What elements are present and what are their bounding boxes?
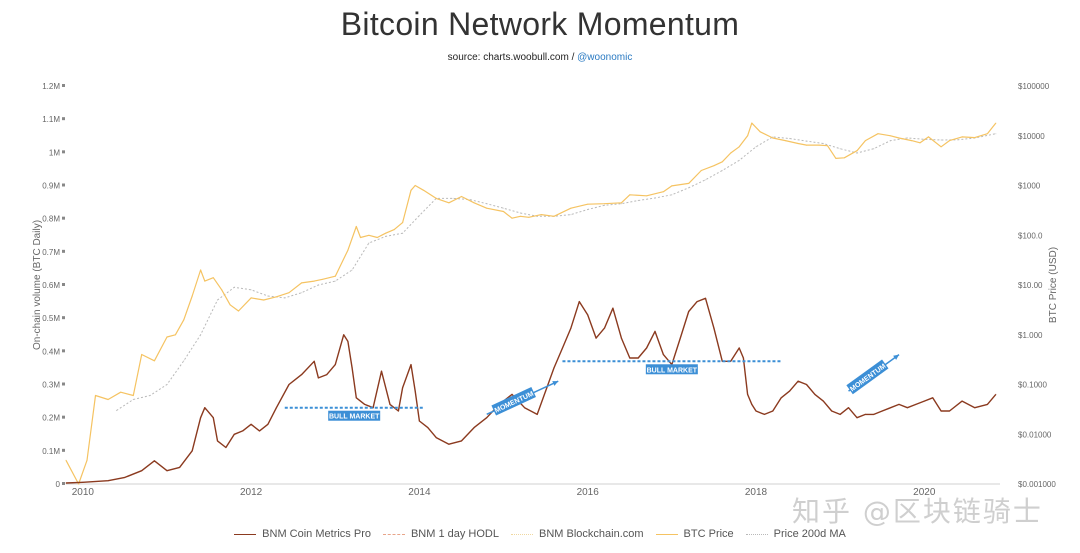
y-left-tick-label: 0.6M: [42, 281, 60, 290]
y-right-tick-label: $100.0: [1018, 231, 1043, 240]
y-right-tick-label: $100000: [1018, 82, 1050, 91]
price-200d-ma-point: [335, 281, 336, 282]
x-tick-label: 2016: [577, 487, 600, 498]
legend-swatch: [511, 534, 533, 535]
legend-label: BNM Coin Metrics Pro: [262, 528, 371, 540]
y-left-tick-label: 1.2M: [42, 82, 60, 91]
y-left-tick-mark: [62, 84, 65, 87]
y-left-tick-label: 0.4M: [42, 347, 60, 356]
btc-price-line: [66, 123, 996, 484]
y-left-tick-mark: [62, 117, 65, 120]
y-left-tick-label: 0.1M: [42, 447, 60, 456]
price-200d-ma-point: [453, 198, 454, 199]
y-left-tick-label: 0.7M: [42, 248, 60, 257]
legend-label: BNM Blockchain.com: [539, 528, 644, 540]
bull-market-label: BULL MARKET: [647, 367, 698, 374]
momentum-label: MOMENTUM: [849, 363, 887, 393]
y-left-tick-mark: [62, 349, 65, 352]
y-left-tick-mark: [62, 217, 65, 220]
bull-market-label: BULL MARKET: [329, 414, 380, 421]
y-left-axis-title: On-chain volume (BTC Daily): [32, 220, 43, 350]
legend-swatch: [746, 534, 768, 535]
price-200d-ma-point: [995, 133, 996, 134]
legend-swatch: [234, 534, 256, 535]
y-right-tick-label: $1.000: [1018, 331, 1043, 340]
y-right-axis-title: BTC Price (USD): [1048, 247, 1059, 323]
legend-item[interactable]: Price 200d MA: [746, 528, 846, 540]
y-right-tick-label: $10000: [1018, 132, 1045, 141]
x-tick-label: 2014: [408, 487, 431, 498]
momentum-chart: 0 0.1M 0.2M 0.3M 0.4M 0.5M 0.6M 0.7M 0.8M 0.9M 1M 1…: [0, 0, 1080, 553]
legend-swatch: [383, 534, 405, 535]
y-right-tick-label: $0.001000: [1018, 480, 1056, 489]
y-left-tick-label: 0.8M: [42, 215, 60, 224]
price-200d-ma-point: [503, 208, 504, 209]
y-left-tick-label: 0.5M: [42, 314, 60, 323]
y-right-tick-label: $0.1000: [1018, 381, 1047, 390]
y-left-tick-label: 0.3M: [42, 381, 60, 390]
legend-item[interactable]: BNM Coin Metrics Pro: [234, 528, 371, 540]
momentum-badge: MOMENTUM: [846, 360, 888, 395]
legend-swatch: [656, 534, 678, 535]
chart-legend: BNM Coin Metrics Pro BNM 1 day HODL BNM Bl…: [0, 528, 1080, 540]
y-right-tick-label: $0.01000: [1018, 430, 1052, 439]
y-left-tick-label: 0: [56, 480, 61, 489]
price-200d-ma-point: [352, 269, 353, 270]
y-left-tick-mark: [62, 150, 65, 153]
x-tick-label: 2010: [72, 487, 95, 498]
y-right-tick-label: $10.00: [1018, 281, 1043, 290]
price-200d-ma-line: [117, 134, 996, 411]
legend-label: BNM 1 day HODL: [411, 528, 499, 540]
price-200d-ma-point: [301, 292, 302, 293]
y-left-tick-mark: [62, 482, 65, 485]
x-tick-label: 2018: [745, 487, 768, 498]
momentum-badge: MOMENTUM: [491, 387, 536, 415]
legend-item[interactable]: BNM Blockchain.com: [511, 528, 644, 540]
y-left-tick-label: 0.9M: [42, 182, 60, 191]
y-left-tick-mark: [62, 449, 65, 452]
legend-item[interactable]: BNM 1 day HODL: [383, 528, 499, 540]
chart-series: [65, 123, 996, 485]
price-200d-ma-point: [705, 179, 706, 180]
y-left-tick-mark: [62, 383, 65, 386]
y-left-tick-mark: [62, 316, 65, 319]
chart-annotations: BULL MARKET MOMENTUM BULL MARKET MOMENTUM: [285, 355, 899, 421]
y-left-tick-label: 1.1M: [42, 115, 60, 124]
x-tick-label: 2012: [240, 487, 263, 498]
y-left-tick-label: 0.2M: [42, 414, 60, 423]
chart-axes: 0 0.1M 0.2M 0.3M 0.4M 0.5M 0.6M 0.7M 0.8M 0.9M 1M 1…: [32, 82, 1059, 498]
legend-label: Price 200d MA: [774, 528, 846, 540]
y-left-tick-label: 1M: [49, 148, 60, 157]
watermark: 知乎 @区块链骑士: [792, 490, 1043, 530]
legend-label: BTC Price: [684, 528, 734, 540]
y-left-tick-mark: [62, 250, 65, 253]
y-right-tick-label: $1000: [1018, 182, 1041, 191]
y-left-tick-mark: [62, 416, 65, 419]
y-left-tick-mark: [62, 184, 65, 187]
y-left-tick-mark: [62, 283, 65, 286]
legend-item[interactable]: BTC Price: [656, 528, 734, 540]
price-200d-ma-point: [570, 214, 571, 215]
